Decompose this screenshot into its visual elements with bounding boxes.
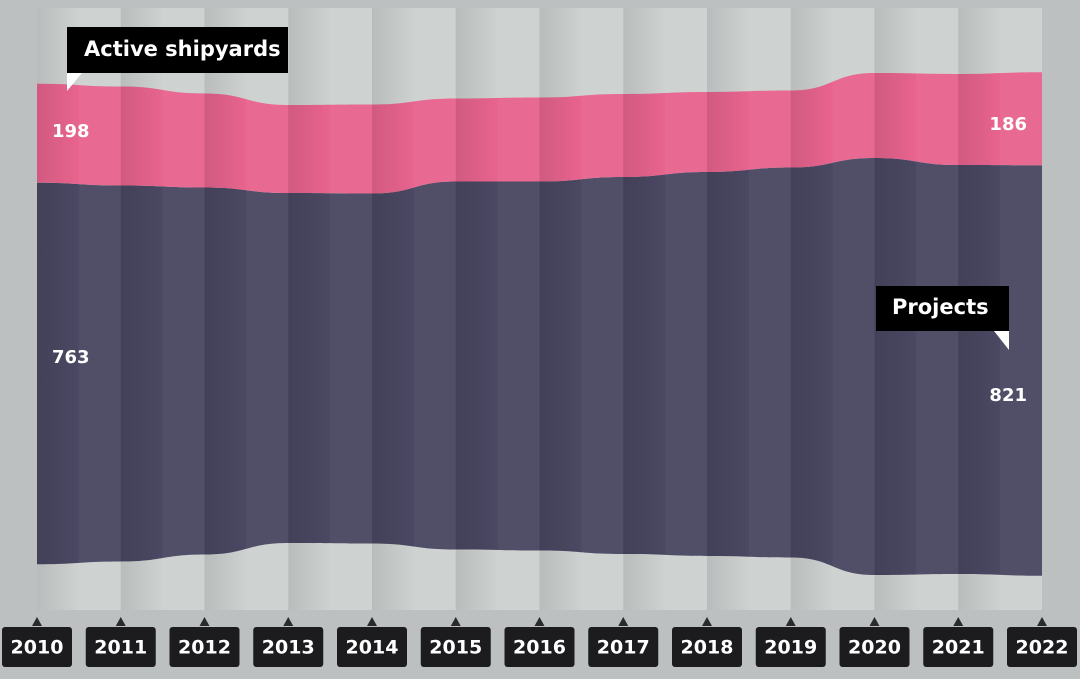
year-box — [253, 627, 324, 667]
legend-box — [876, 286, 1009, 331]
year-box — [420, 627, 491, 667]
year-box — [923, 627, 994, 667]
x-tick-label: 2016 — [513, 637, 566, 659]
year-box — [755, 627, 826, 667]
fold-shade — [204, 8, 247, 610]
legend-pointer — [67, 73, 82, 91]
fold-shade — [748, 8, 791, 610]
fold-shade — [372, 8, 414, 610]
x-tick-label: 2015 — [429, 637, 482, 659]
tick-pointer — [32, 617, 42, 626]
tick-pointer — [199, 617, 210, 626]
fold-shade — [832, 8, 875, 610]
tick-pointer — [618, 617, 629, 626]
fold-shade — [78, 8, 121, 610]
fold-shade — [455, 8, 498, 610]
tick-pointer — [702, 617, 712, 626]
x-tick-label: 2010 — [11, 637, 64, 659]
fold-shade — [120, 8, 163, 610]
legend-pointer — [994, 331, 1009, 350]
fold-shade — [37, 8, 79, 610]
fold-shade — [162, 8, 205, 610]
fold-shade — [497, 8, 540, 610]
tick-pointer — [1037, 617, 1047, 626]
fold-shade — [330, 8, 372, 610]
year-box — [839, 627, 910, 667]
data-label: 186 — [989, 114, 1027, 135]
tick-pointer — [869, 617, 880, 626]
year-box — [337, 627, 407, 667]
x-tick-label: 2021 — [932, 637, 985, 659]
year-box — [169, 627, 240, 667]
tick-pointer — [450, 617, 461, 626]
legend-label: Active shipyards — [84, 37, 281, 61]
fold-shade — [707, 8, 749, 610]
tick-pointer — [534, 617, 545, 626]
fold-shade — [413, 8, 456, 610]
data-label: 763 — [52, 347, 90, 368]
year-box — [588, 627, 659, 667]
data-label: 198 — [52, 121, 90, 142]
legend-box — [67, 27, 288, 73]
year-box — [1007, 627, 1077, 667]
legend-label: Projects — [892, 295, 989, 319]
x-tick-label: 2017 — [597, 637, 650, 659]
year-box — [504, 627, 575, 667]
x-tick-label: 2012 — [178, 637, 231, 659]
fold-shade — [790, 8, 833, 610]
tick-pointer — [115, 617, 126, 626]
tick-pointer — [785, 617, 796, 626]
x-tick-label: 2019 — [764, 637, 817, 659]
year-box — [672, 627, 742, 667]
x-tick-label: 2013 — [262, 637, 315, 659]
fold-shade — [246, 8, 289, 610]
tick-pointer — [953, 617, 964, 626]
tick-pointer — [283, 617, 294, 626]
x-tick-label: 2018 — [681, 637, 734, 659]
fold-shade — [623, 8, 666, 610]
x-tick-label: 2020 — [848, 637, 901, 659]
fold-shade — [539, 8, 582, 610]
x-tick-label: 2011 — [94, 637, 147, 659]
year-box — [2, 627, 72, 667]
fold-shade — [665, 8, 707, 610]
fold-shade — [288, 8, 331, 610]
tick-pointer — [367, 617, 377, 626]
data-label: 821 — [989, 385, 1027, 406]
x-tick-label: 2022 — [1016, 637, 1069, 659]
year-box — [85, 627, 156, 667]
x-tick-label: 2014 — [346, 637, 399, 659]
fold-shade — [581, 8, 624, 610]
